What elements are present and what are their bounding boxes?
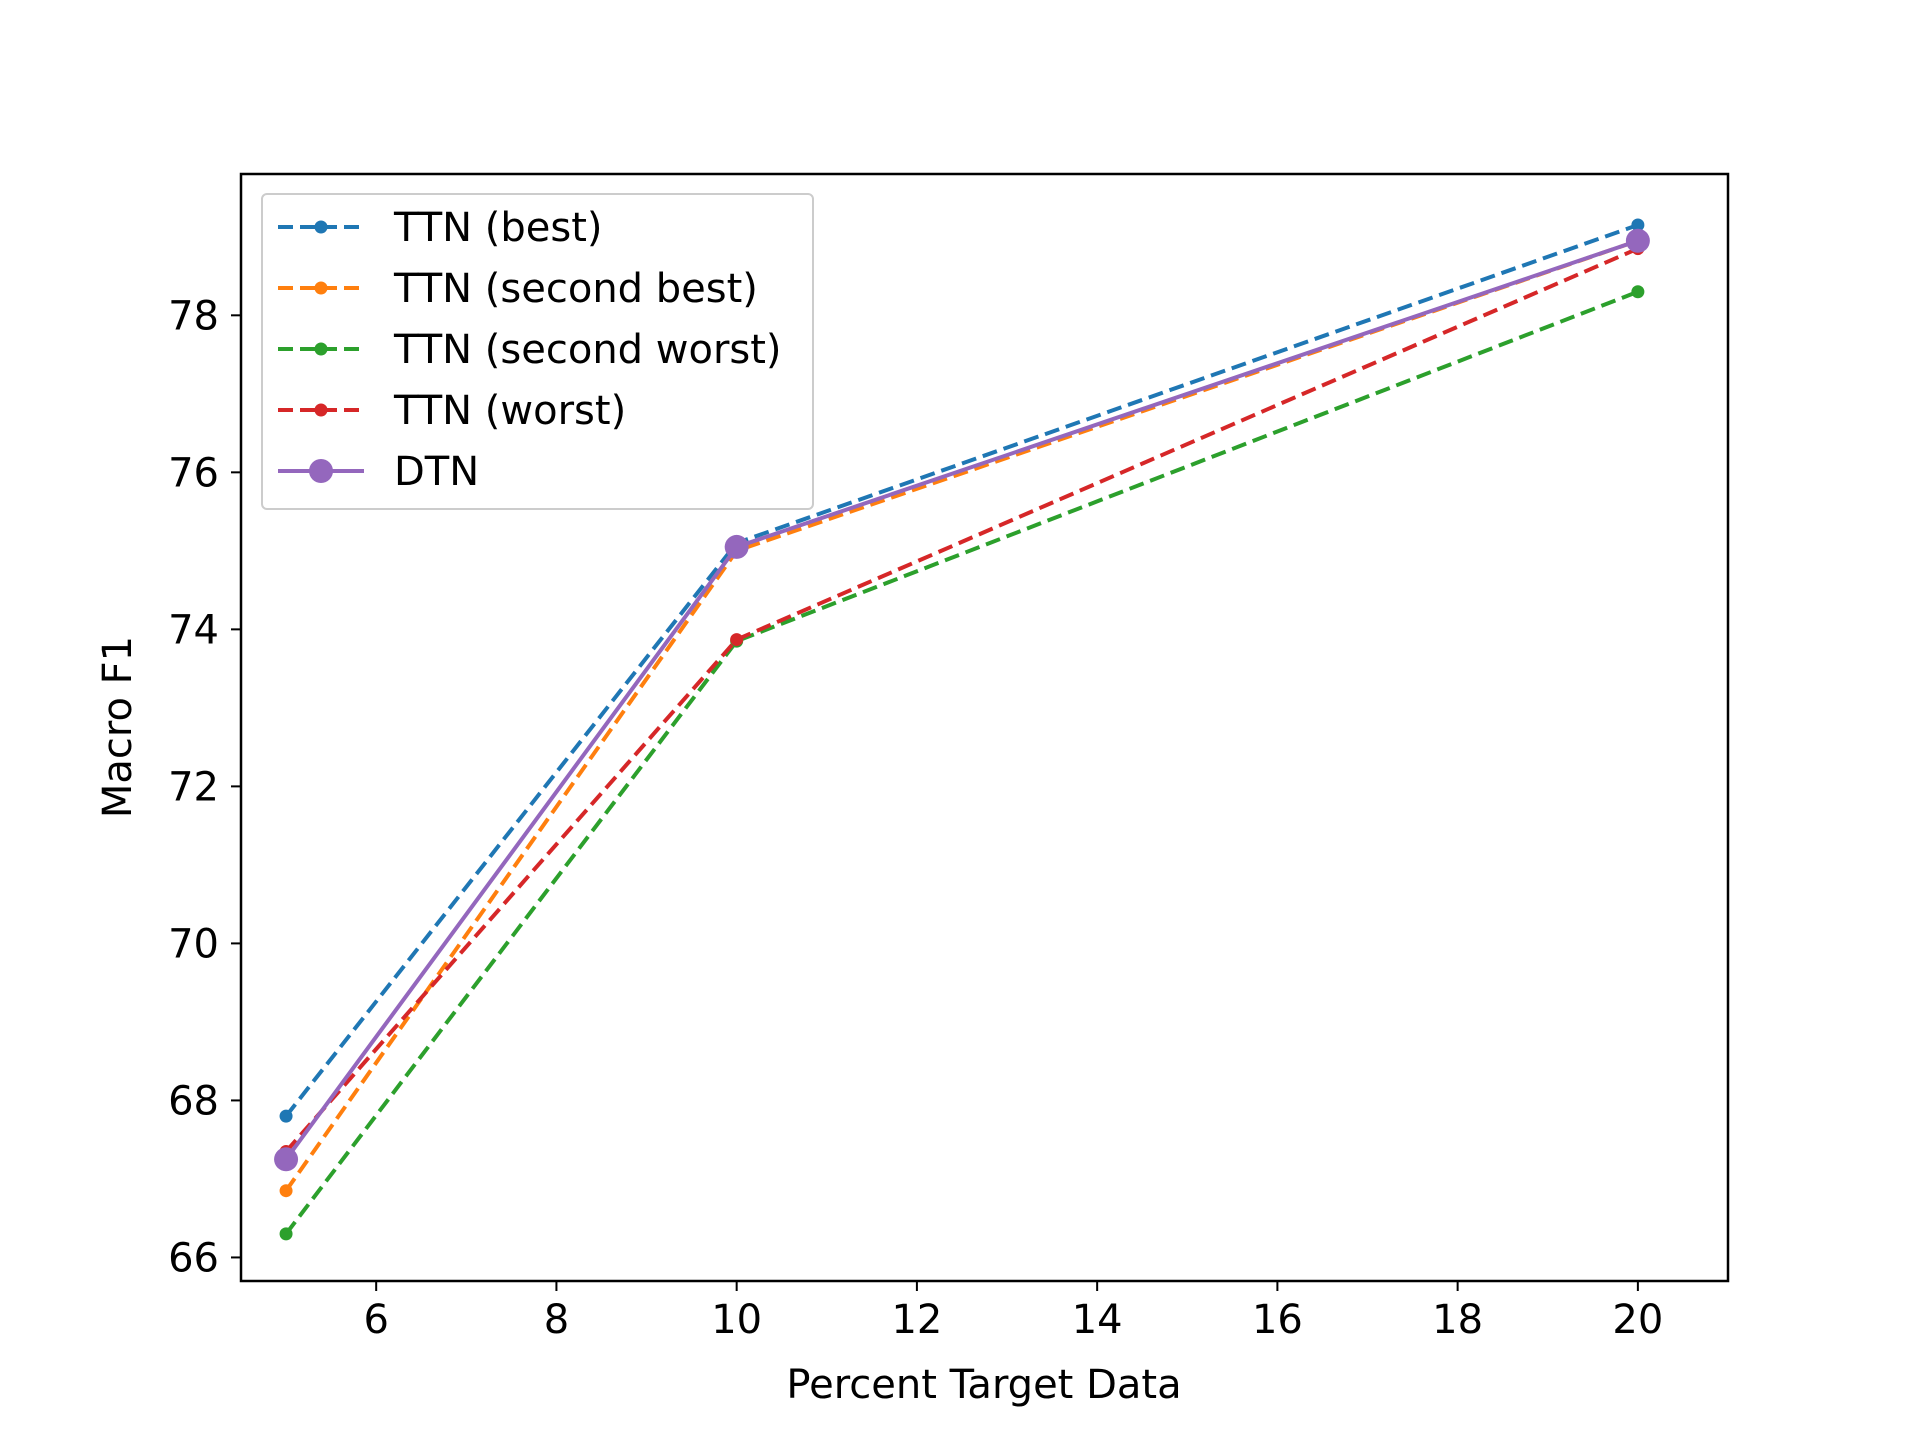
legend-swatch-marker [314, 281, 328, 295]
x-tick-label: 8 [544, 1297, 569, 1343]
legend: TTN (best) TTN (second best) TTN (second w… [261, 193, 814, 510]
legend-box [261, 193, 814, 510]
plot-area [274, 218, 1650, 1241]
data-point [279, 1109, 293, 1123]
data-point [1631, 218, 1645, 232]
legend-label: DTN [394, 449, 479, 495]
series-line-3 [284, 246, 1639, 1153]
y-tick-label: 78 [168, 293, 219, 339]
plot-frame [239, 172, 1730, 1283]
y-tick-label: 74 [168, 607, 219, 653]
x-tick-label: 14 [1072, 1297, 1123, 1343]
x-axis-title: Percent Target Data [786, 1362, 1181, 1408]
x-tick-label: 16 [1252, 1297, 1303, 1343]
legend-label: TTN (worst) [393, 388, 626, 434]
legend-swatch-marker [314, 342, 328, 356]
y-tick-label: 66 [168, 1235, 219, 1281]
legend-label: TTN (second worst) [393, 327, 782, 373]
data-point [279, 1227, 293, 1241]
legend-swatch-marker [314, 403, 328, 417]
y-tick-label: 70 [168, 921, 219, 967]
legend-swatch-marker [309, 459, 333, 483]
x-tick-label: 10 [711, 1297, 762, 1343]
data-point [724, 534, 749, 559]
x-tick-label: 20 [1612, 1297, 1663, 1343]
data-point [1625, 228, 1650, 253]
x-tick-label: 18 [1432, 1297, 1483, 1343]
x-tick-label: 12 [891, 1297, 942, 1343]
x-tick-label: 6 [363, 1297, 388, 1343]
y-axis-title: Macro F1 [95, 636, 141, 818]
data-point [274, 1147, 299, 1172]
y-tick-label: 68 [168, 1078, 219, 1124]
y-tick-label: 76 [168, 450, 219, 496]
y-tick-label: 72 [168, 764, 219, 810]
data-point [279, 1184, 293, 1198]
data-point [1631, 285, 1645, 299]
data-point [730, 633, 744, 647]
legend-swatch-marker [314, 220, 328, 234]
legend-label: TTN (second best) [393, 266, 758, 312]
series-line-2 [284, 289, 1639, 1236]
legend-label: TTN (best) [393, 205, 603, 251]
